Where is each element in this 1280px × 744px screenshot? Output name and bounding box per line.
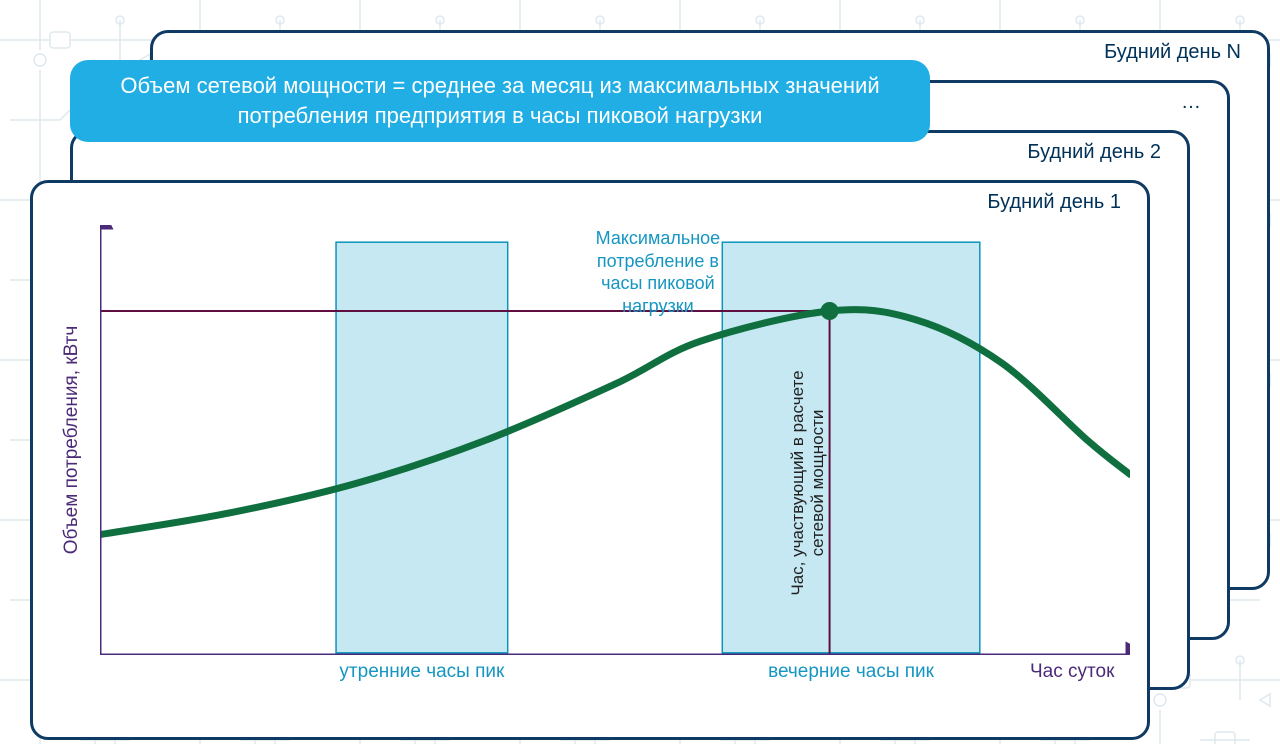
formula-banner: Объем сетевой мощности = среднее за меся… (70, 60, 930, 142)
card-label: Будний день N (1104, 41, 1241, 64)
card-label: … (1181, 91, 1201, 114)
banner-line-1: Объем сетевой мощности = среднее за меся… (120, 71, 879, 101)
x-axis-label: Час суток (1030, 661, 1114, 683)
consumption-chart: Объем потребления, кВтч Час суток утренн… (100, 225, 1130, 655)
vertical-peak-hour-label: Час, участвующий в расчетесетевой мощнос… (788, 370, 828, 595)
stage: Будний день N … Будний день 2 Будний ден… (0, 0, 1280, 744)
evening-peak-label: вечерние часы пик (768, 661, 934, 683)
morning-peak-label: утренние часы пик (339, 661, 504, 683)
y-axis-label: Объем потребления, кВтч (61, 326, 83, 554)
peak-annotation: Максимальноепотребление вчасы пиковойнаг… (596, 227, 721, 317)
banner-line-2: потребления предприятия в часы пиковой н… (120, 101, 879, 131)
card-label: Будний день 1 (987, 191, 1121, 214)
card-label: Будний день 2 (1027, 141, 1161, 164)
